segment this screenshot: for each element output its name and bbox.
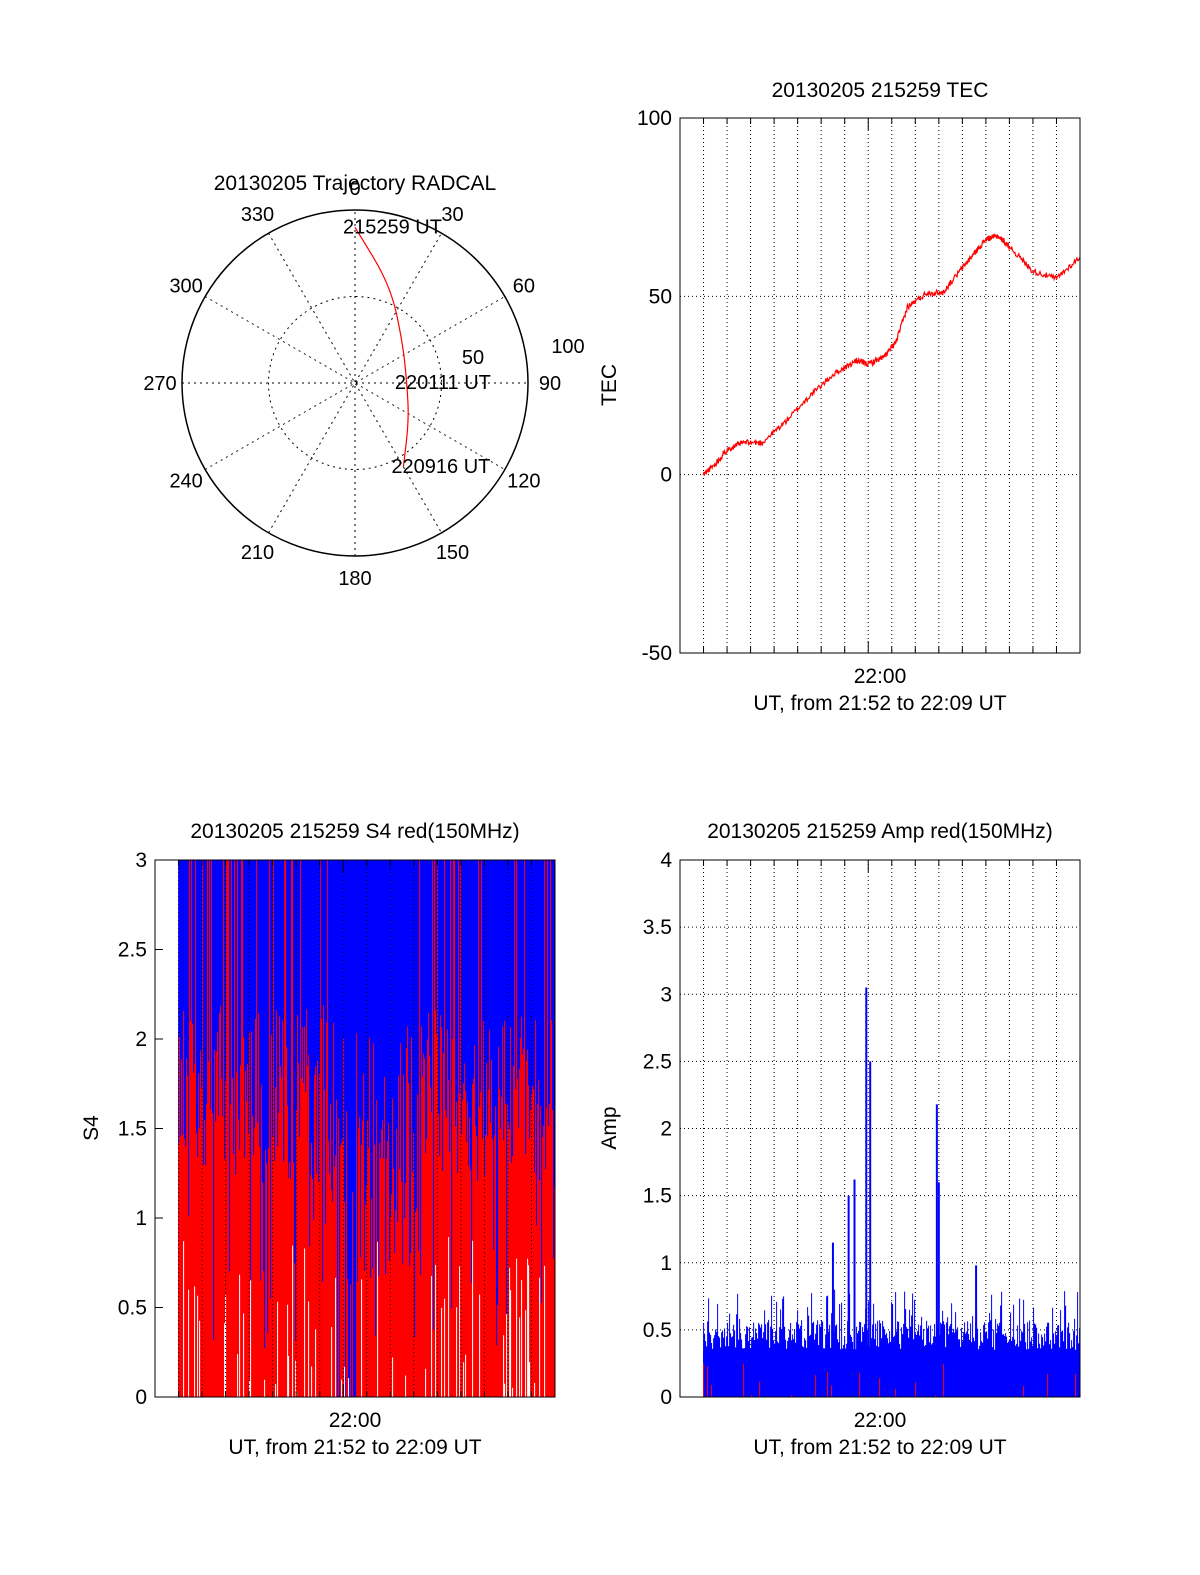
tec-title: 20130205 215259 TEC bbox=[772, 79, 989, 102]
s4-gap-lines bbox=[183, 1237, 546, 1397]
trajectory-time-label: 215259 UT bbox=[343, 216, 442, 238]
amp-y-tick-label: 0.5 bbox=[643, 1319, 672, 1342]
amp-y-axis-label: Amp bbox=[598, 1106, 621, 1149]
amp-y-tick-label: 1 bbox=[660, 1252, 672, 1275]
amp-chart: 20130205 215259 Amp red(150MHz) 0 0.5 1 1.5… bbox=[598, 820, 1081, 1459]
amp-y-tick-label: 0 bbox=[660, 1386, 672, 1409]
s4-chart: 20130205 215259 S4 red(150MHz) 0 0.5 1 1.5 2… bbox=[80, 820, 556, 1459]
s4-y-tick-label: 2 bbox=[135, 1028, 147, 1051]
tec-x-axis-label: UT, from 21:52 to 22:09 UT bbox=[753, 692, 1006, 715]
polar-grid bbox=[181, 209, 529, 557]
polar-angle-label: 120 bbox=[507, 471, 540, 493]
s4-red-series bbox=[178, 860, 556, 1397]
amp-y-ticks: 0 0.5 1 1.5 2 2.5 3 3.5 4 bbox=[643, 849, 673, 1409]
polar-spoke bbox=[204, 296, 506, 470]
s4-y-tick-label: 0.5 bbox=[118, 1297, 147, 1320]
polar-angle-label: 180 bbox=[338, 568, 371, 590]
s4-y-tick-label: 1 bbox=[135, 1207, 147, 1230]
s4-y-axis-label: S4 bbox=[80, 1115, 103, 1141]
s4-y-tick-label: 3 bbox=[135, 849, 147, 872]
polar-radius-label: 50 bbox=[462, 347, 484, 369]
tec-y-ticks: -50 0 50 100 bbox=[637, 107, 672, 665]
tec-y-tick-label: 100 bbox=[637, 107, 672, 130]
polar-spoke bbox=[268, 232, 442, 534]
tec-y-tick-label: 0 bbox=[660, 464, 672, 487]
polar-angle-label: 270 bbox=[143, 373, 176, 395]
polar-angle-label: 60 bbox=[513, 276, 535, 298]
amp-y-tick-label: 2.5 bbox=[643, 1050, 672, 1073]
amp-y-tick-label: 4 bbox=[660, 849, 672, 872]
polar-angle-label: 30 bbox=[441, 204, 463, 226]
polar-spoke bbox=[268, 232, 442, 534]
polar-angle-label: 330 bbox=[241, 204, 274, 226]
polar-spoke bbox=[204, 296, 506, 470]
tec-x-tick-label: 22:00 bbox=[854, 665, 907, 688]
s4-y-tick-label: 2.5 bbox=[118, 939, 147, 962]
s4-x-tick-label: 22:00 bbox=[329, 1409, 382, 1432]
amp-y-tick-label: 2 bbox=[660, 1118, 672, 1141]
tec-y-axis-label: TEC bbox=[598, 364, 621, 406]
trajectory-time-label: 220111 UT bbox=[395, 372, 491, 394]
amp-blue-series bbox=[703, 987, 1081, 1397]
trajectory-polar-chart: 20130205 Trajectory RADCAL 0 30 60 90 120 150… bbox=[143, 172, 584, 590]
s4-y-tick-label: 0 bbox=[135, 1386, 147, 1409]
s4-title: 20130205 215259 S4 red(150MHz) bbox=[190, 820, 519, 843]
polar-radius-labels: 50 100 bbox=[462, 336, 585, 369]
amp-title: 20130205 215259 Amp red(150MHz) bbox=[707, 820, 1053, 843]
amp-plot-frame bbox=[679, 859, 1081, 1398]
amp-blue-noise bbox=[703, 1289, 1081, 1397]
amp-x-tick-label: 22:00 bbox=[854, 1409, 907, 1432]
amp-y-tick-label: 3 bbox=[660, 983, 672, 1006]
tec-grid bbox=[680, 117, 1081, 654]
s4-x-axis-label: UT, from 21:52 to 22:09 UT bbox=[228, 1436, 481, 1459]
polar-angle-labels: 0 30 60 90 120 150 180 210 240 270 300 330 bbox=[143, 178, 561, 590]
tec-plot-frame bbox=[679, 117, 1081, 654]
trajectory-line bbox=[354, 226, 409, 467]
trajectory-time-label: 220916 UT bbox=[391, 456, 490, 478]
tec-series-line bbox=[702, 233, 1081, 477]
tec-y-tick-label: 50 bbox=[649, 285, 672, 308]
polar-angle-label: 210 bbox=[241, 542, 274, 564]
tec-chart: 20130205 215259 TEC -50 0 50 100 22:00 UT, … bbox=[598, 79, 1081, 715]
polar-angle-label: 150 bbox=[436, 542, 469, 564]
amp-red-bars bbox=[703, 1363, 1077, 1397]
amp-y-tick-label: 3.5 bbox=[643, 916, 672, 939]
polar-angle-label: 90 bbox=[539, 373, 561, 395]
amp-red-series bbox=[703, 1363, 1077, 1397]
tec-y-tick-label: -50 bbox=[642, 642, 672, 665]
polar-radius-label: 100 bbox=[551, 336, 584, 358]
polar-angle-label: 0 bbox=[349, 178, 360, 200]
s4-y-tick-label: 1.5 bbox=[118, 1118, 147, 1141]
trajectory-title: 20130205 Trajectory RADCAL bbox=[214, 172, 497, 195]
s4-red-bars bbox=[178, 860, 556, 1397]
s4-y-ticks: 0 0.5 1 1.5 2 2.5 3 bbox=[118, 849, 147, 1409]
polar-angle-label: 240 bbox=[169, 471, 202, 493]
amp-x-axis-label: UT, from 21:52 to 22:09 UT bbox=[753, 1436, 1006, 1459]
amp-y-tick-label: 1.5 bbox=[643, 1185, 672, 1208]
s4-plot-frame bbox=[154, 859, 556, 1398]
polar-angle-label: 300 bbox=[169, 276, 202, 298]
trajectory-annotations: 215259 UT 220111 UT 220916 UT bbox=[343, 216, 491, 478]
trajectory-track bbox=[354, 226, 409, 467]
